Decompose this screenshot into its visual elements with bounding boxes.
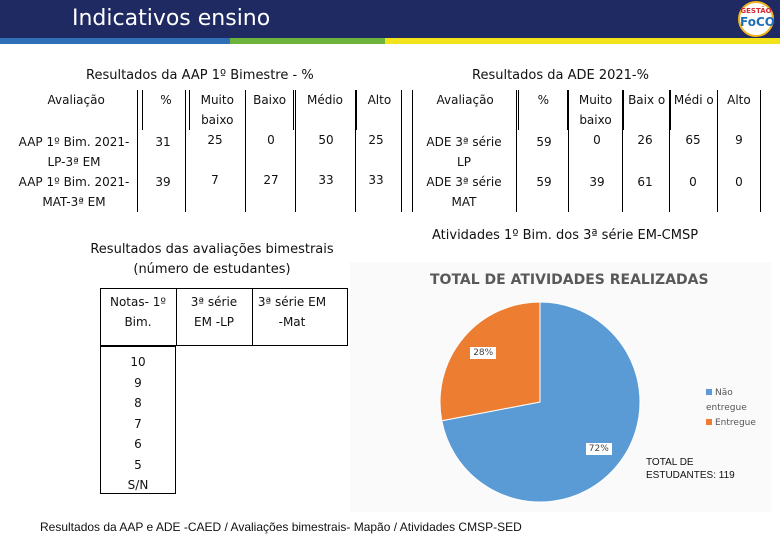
ade-row-2-baixo: 61	[637, 175, 653, 189]
bimestrais-header-lp: 3ª série EM -LP	[190, 295, 238, 329]
ade-row-2-alto: 0	[735, 175, 743, 189]
logo-main-text: FoCO	[740, 15, 775, 29]
aap-row-2-label: AAP 1º Bim. 2021-MAT-3ª EM	[18, 175, 130, 209]
gestao-foco-logo-icon: GESTÃO FoCO	[738, 1, 775, 37]
ade-row-2-label: ADE 3ª série MAT	[426, 175, 502, 209]
ade-row-2-muito-baixo: 39	[589, 175, 605, 189]
aap-divider	[185, 90, 186, 212]
sources-footer: Resultados da AAP e ADE -CAED / Avaliaçõ…	[40, 520, 522, 534]
aap-header-avaliacao: Avaliação	[47, 93, 105, 107]
aap-row-1-alto: 25	[368, 133, 384, 147]
bimestrais-grades-box	[100, 346, 176, 494]
ade-row-2-medio: 0	[689, 175, 697, 189]
table-row: Avaliação % Muito baixo Baix o Médi o Al…	[412, 90, 760, 130]
legend-label: Entregue	[715, 418, 756, 428]
aap-row-1-medio: 50	[318, 133, 334, 147]
aap-row-2-baixo: 27	[263, 173, 279, 187]
ade-header-avaliacao: Avaliação	[436, 93, 494, 107]
bimestrais-header-box	[100, 288, 348, 346]
ade-section-title: Resultados da ADE 2021-%	[472, 68, 649, 83]
logo-top-text: GESTÃO	[740, 7, 772, 15]
pie-label-entregue: 28%	[470, 347, 497, 360]
ade-row-1-medio: 65	[685, 133, 701, 147]
bimestrais-section-title: Resultados das avaliações bimestrais (nú…	[90, 242, 334, 277]
aap-divider	[355, 90, 356, 212]
stripe-blue	[0, 38, 230, 44]
table-row: Avaliação % Muito baixo Baixo Médio Alto	[10, 90, 402, 130]
ade-row-1-muito-baixo: 0	[593, 133, 601, 147]
aap-row-2-medio: 33	[318, 173, 334, 187]
aap-header-medio: Médio	[293, 90, 357, 130]
legend-swatch-icon	[706, 419, 712, 425]
stripe-green	[230, 38, 385, 44]
grade-item: 8	[134, 396, 142, 410]
aap-divider	[295, 90, 296, 212]
pie-label-nao-entregue: 72%	[585, 442, 612, 455]
legend-item-nao-entregue: Não entregue	[706, 386, 771, 416]
aap-divider	[137, 90, 138, 212]
aap-row-1-pct: 31	[155, 135, 171, 149]
ade-table: Avaliação % Muito baixo Baix o Médi o Al…	[412, 90, 760, 130]
header-bar: Indicativos ensino GESTÃO FoCO	[0, 0, 780, 38]
aap-row-1-muito-baixo: 25	[207, 133, 223, 147]
legend-item-entregue: Entregue	[706, 416, 771, 431]
pie-slice-entregue	[439, 301, 541, 422]
legend-label: Não entregue	[706, 388, 747, 413]
ade-divider	[760, 90, 761, 212]
ade-row-1-pct: 59	[536, 135, 552, 149]
aap-header-pct: %	[142, 90, 190, 130]
chart-legend: Não entregue Entregue	[706, 386, 771, 431]
grade-item: 9	[134, 375, 142, 390]
ade-row-1-baixo: 26	[637, 133, 653, 147]
aap-row-2-pct: 39	[155, 175, 171, 189]
grade-item: 7	[134, 416, 142, 431]
legend-swatch-icon	[706, 389, 712, 395]
ade-header-alto: Alto	[716, 90, 760, 130]
grade-item: 6	[134, 437, 142, 451]
bimestrais-divider	[176, 288, 177, 346]
atividades-section-title: Atividades 1º Bim. dos 3ª série EM-CMSP	[432, 228, 699, 243]
ade-divider	[568, 90, 569, 212]
grade-item: S/N	[127, 478, 149, 492]
aap-table: Avaliação % Muito baixo Baixo Médio Alto	[10, 90, 402, 130]
stripe-yellow	[385, 38, 780, 44]
grade-item: 10	[130, 355, 146, 369]
atividades-chart: TOTAL DE ATIVIDADES REALIZADAS 72% 28% N…	[350, 262, 771, 512]
page-title: Indicativos ensino	[72, 6, 271, 31]
ade-row-1-label: ADE 3ª série LP	[426, 135, 502, 169]
grade-item: 5	[134, 457, 142, 472]
ade-header-medio: Médi o	[669, 90, 718, 130]
ade-row-2-pct: 59	[536, 175, 552, 189]
aap-row-1-baixo: 0	[267, 133, 275, 147]
bimestrais-header-mat: 3ª série EM -Mat	[257, 295, 327, 329]
ade-divider	[669, 90, 670, 212]
aap-header-muito-baixo: Muito baixo	[188, 90, 246, 130]
aap-row-2-alto: 33	[368, 173, 384, 187]
grades-list: 10 9 8 7 6 5 S/N	[100, 352, 176, 496]
aap-row-2-muito-baixo: 7	[211, 173, 219, 187]
ade-header-muito-baixo: Muito baixo	[567, 90, 624, 130]
ade-divider	[516, 90, 517, 212]
aap-section-title: Resultados da AAP 1º Bimestre - %	[86, 68, 314, 83]
total-students-note: TOTAL DE ESTUDANTES: 119	[646, 457, 735, 481]
ade-divider	[717, 90, 718, 212]
ade-divider	[622, 90, 623, 212]
ade-row-1-alto: 9	[735, 133, 743, 147]
aap-divider	[245, 90, 246, 212]
aap-divider	[401, 90, 402, 212]
bimestrais-divider	[252, 288, 253, 346]
aap-row-1-label: AAP 1º Bim. 2021-LP-3ª EM	[18, 135, 130, 169]
aap-header-baixo: Baixo	[244, 90, 294, 130]
ade-divider	[412, 90, 413, 212]
bimestrais-header-notas: Notas- 1º Bim.	[109, 295, 167, 329]
ade-header-pct: %	[518, 90, 568, 130]
aap-header-alto: Alto	[355, 90, 402, 130]
chart-title: TOTAL DE ATIVIDADES REALIZADAS	[430, 272, 709, 288]
ade-header-baixo: Baix o	[622, 90, 671, 130]
